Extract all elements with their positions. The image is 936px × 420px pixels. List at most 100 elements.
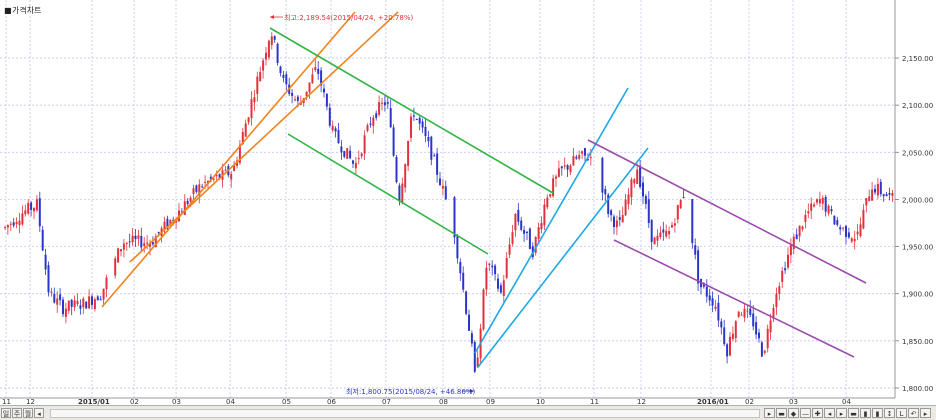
candle-body <box>85 301 88 309</box>
candle-body <box>334 128 337 132</box>
candle-body <box>172 220 175 222</box>
candle-body <box>676 205 679 220</box>
chart-scrollbar[interactable] <box>50 409 760 418</box>
candle-body <box>726 344 729 357</box>
toolbar-button[interactable]: ▮ <box>860 408 871 418</box>
candle-body <box>871 189 874 201</box>
trend-line-green[interactable] <box>287 133 489 255</box>
candle-body <box>134 235 137 240</box>
candle-body <box>238 144 241 164</box>
trend-line-blue[interactable] <box>477 147 649 368</box>
candle-body <box>772 307 775 319</box>
candle-body <box>647 199 650 224</box>
candle-body <box>233 165 236 171</box>
candle-body <box>876 184 879 196</box>
candle-body <box>586 159 589 161</box>
candle-body <box>508 244 511 255</box>
candle-body <box>192 188 195 194</box>
period-button[interactable]: 주 <box>12 408 22 418</box>
candle-body <box>436 153 439 175</box>
candle-body <box>357 158 360 160</box>
toolbar-button[interactable]: ◆ <box>788 408 799 418</box>
candle-body <box>795 234 798 240</box>
x-tick-label: 02 <box>130 398 139 405</box>
candle-body <box>151 242 154 245</box>
trend-line-orange[interactable] <box>101 11 356 308</box>
candle-body <box>354 162 357 169</box>
candle-body <box>491 265 494 268</box>
trend-line-orange[interactable] <box>129 11 399 263</box>
toolbar-button[interactable]: ↶ <box>908 408 919 418</box>
candle-body <box>128 241 131 243</box>
candle-body <box>731 333 734 340</box>
candle-body <box>96 296 99 301</box>
candle-body <box>749 308 752 315</box>
candle-body <box>276 43 279 63</box>
toolbar-button[interactable]: ◂ <box>824 408 835 418</box>
candle-body <box>381 102 383 104</box>
toolbar-button[interactable]: ▮ <box>872 408 883 418</box>
toolbar-button[interactable]: L <box>896 408 907 418</box>
candle-body <box>787 254 789 268</box>
candle-body <box>755 322 758 335</box>
x-tick-label: 03 <box>172 398 181 405</box>
candle-body <box>569 165 572 173</box>
candle-body <box>201 186 204 188</box>
candle-body <box>59 294 62 301</box>
candle-body <box>560 166 563 169</box>
candle-body <box>653 237 656 245</box>
candle-body <box>256 76 259 94</box>
candle-body <box>734 321 737 339</box>
toolbar-button[interactable]: ▬ <box>848 408 859 418</box>
candle-body <box>360 153 363 157</box>
trend-line-purple[interactable] <box>587 139 867 284</box>
toolbar-button[interactable]: ▸ <box>836 408 847 418</box>
candle-body <box>50 291 53 293</box>
candle-body <box>352 160 354 164</box>
candle-body <box>813 204 816 207</box>
candle-body <box>456 235 459 259</box>
toolbar-button[interactable]: ↕ <box>884 408 895 418</box>
toolbar-button[interactable]: ▸ <box>764 408 775 418</box>
trend-line-green[interactable] <box>269 27 554 194</box>
candle-body <box>418 117 421 124</box>
candle-body <box>146 242 149 244</box>
candle-body <box>149 243 151 247</box>
period-button[interactable]: 월 <box>23 408 33 418</box>
candle-body <box>807 211 810 214</box>
candle-body <box>169 219 172 225</box>
candle-body <box>746 310 749 312</box>
candle-body <box>346 148 349 159</box>
candle-body <box>157 231 160 234</box>
toolbar-button[interactable]: ▬ <box>776 408 787 418</box>
x-tick-label: 08 <box>439 398 448 405</box>
toolbar-button[interactable]: ▸ <box>920 408 931 418</box>
toolbar-button[interactable]: ✚ <box>812 408 823 418</box>
candle-body <box>517 209 520 222</box>
trend-line-purple[interactable] <box>613 239 855 358</box>
candle-body <box>212 178 215 180</box>
candle-body <box>166 218 169 229</box>
period-button[interactable]: 일 <box>1 408 11 418</box>
toolbar-button[interactable]: — <box>800 408 811 418</box>
candle-body <box>186 201 189 204</box>
y-tick-label: 2,050.00 <box>902 149 933 157</box>
period-button[interactable]: ◂ <box>34 408 44 418</box>
candle-body <box>673 223 676 226</box>
candle-body <box>584 148 586 156</box>
candle-body <box>88 296 91 309</box>
candle-body <box>372 117 375 126</box>
candle-body <box>439 178 441 186</box>
candle-body <box>613 216 615 228</box>
candlestick-chart[interactable]: 2,150.00 2,100.00 2,050.00 2,000.00 1,950.00… <box>0 0 936 406</box>
candle-body <box>624 199 627 216</box>
candle-body <box>337 130 340 144</box>
trend-lines[interactable] <box>101 11 867 368</box>
candle-body <box>53 293 56 303</box>
candle-body <box>534 236 537 253</box>
candle-body <box>468 314 470 331</box>
candle-body <box>697 250 700 284</box>
trend-line-blue[interactable] <box>474 87 629 354</box>
candle-body <box>523 229 526 234</box>
